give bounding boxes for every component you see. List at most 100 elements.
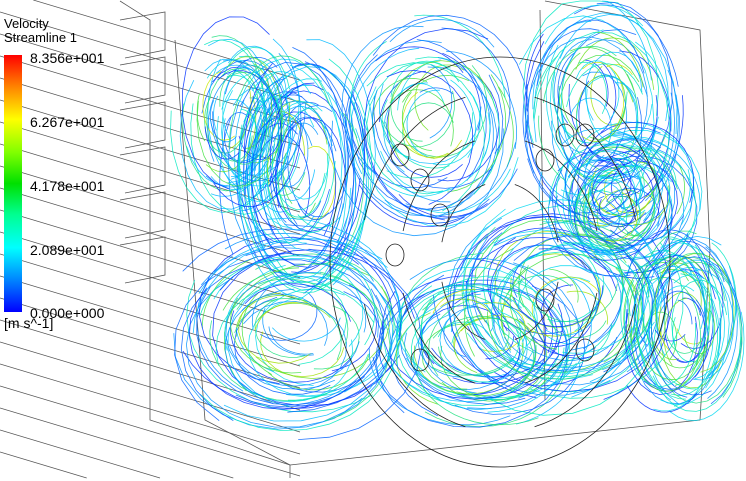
streamline (384, 142, 516, 217)
streamline (244, 283, 351, 322)
streamline (606, 64, 633, 76)
streamline (593, 95, 658, 166)
streamline (488, 285, 567, 399)
streamline (274, 204, 315, 231)
legend-tick-1: 2.089e+001 (30, 242, 105, 258)
streamline (676, 164, 685, 215)
streamline (535, 242, 616, 257)
streamline (212, 252, 392, 407)
streamline (510, 277, 601, 328)
streamline (373, 95, 491, 189)
streamline (389, 19, 495, 48)
streamline (594, 165, 638, 238)
housing-edge (0, 407, 234, 479)
streamline (192, 238, 383, 334)
streamline (223, 111, 250, 158)
streamline (533, 55, 559, 119)
streamline (260, 292, 318, 341)
streamline (513, 285, 604, 328)
streamline (605, 192, 638, 242)
wireframe-geometry (0, 0, 711, 479)
streamline (255, 286, 391, 379)
streamline (202, 71, 236, 141)
streamline (341, 25, 424, 175)
streamline (542, 45, 617, 103)
legend-tick-3: 6.267e+001 (30, 114, 105, 130)
legend-subtitle: Streamline 1 (4, 30, 77, 45)
housing-edge (33, 0, 301, 81)
streamline (584, 154, 605, 222)
streamline (227, 102, 348, 275)
streamline (382, 306, 560, 406)
streamline (623, 280, 635, 358)
streamline (655, 269, 705, 298)
streamline (420, 275, 523, 383)
streamline (487, 311, 532, 381)
streamline (602, 0, 652, 81)
rotor-slot (402, 140, 476, 232)
streamline (538, 248, 600, 329)
streamline (575, 183, 630, 241)
streamline (285, 169, 316, 201)
streamline (206, 67, 247, 170)
streamline (630, 326, 700, 392)
fin-outline (119, 236, 166, 284)
rotor-slot (441, 281, 486, 340)
streamline (605, 187, 660, 227)
rotor-outline (329, 56, 671, 468)
streamline (243, 100, 328, 288)
rotor-slot (441, 184, 486, 243)
streamline (204, 126, 240, 160)
streamline (496, 310, 527, 357)
streamline (461, 290, 522, 309)
streamline (282, 119, 330, 200)
streamline (600, 174, 623, 210)
streamline (564, 149, 685, 246)
streamline (412, 368, 524, 399)
streamline (448, 213, 576, 399)
streamline (544, 4, 644, 45)
streamline (583, 149, 597, 192)
rotor-slot (364, 96, 466, 220)
streamline (493, 232, 638, 398)
streamline (359, 184, 465, 227)
streamline (349, 54, 448, 188)
streamline (238, 95, 282, 161)
streamline (675, 253, 735, 373)
streamline (485, 345, 537, 401)
legend-tick-min: 0.000e+000 (30, 305, 105, 321)
streamline (269, 82, 331, 232)
streamline (401, 91, 432, 151)
streamline (582, 1, 673, 184)
fin-outline (119, 56, 166, 104)
streamline (221, 71, 259, 110)
streamline (378, 70, 427, 123)
streamline (630, 282, 640, 343)
streamline (213, 95, 219, 131)
streamline (667, 69, 679, 168)
streamline (605, 155, 632, 212)
streamline (677, 299, 693, 325)
streamline (589, 188, 656, 247)
streamline (244, 63, 273, 154)
streamline (671, 279, 728, 346)
streamline (650, 257, 712, 396)
fin-outline (119, 101, 166, 149)
streamline (666, 291, 700, 304)
streamline (467, 238, 674, 393)
streamline (533, 31, 671, 198)
streamline (285, 325, 385, 406)
streamline (243, 301, 347, 391)
streamline (525, 33, 544, 112)
streamline (638, 277, 701, 367)
streamline (311, 112, 365, 266)
streamline (562, 273, 650, 354)
streamline (299, 200, 322, 218)
streamline (278, 111, 337, 236)
streamline (399, 274, 526, 405)
streamline (598, 198, 638, 228)
streamline (594, 133, 675, 256)
streamline (385, 121, 450, 169)
